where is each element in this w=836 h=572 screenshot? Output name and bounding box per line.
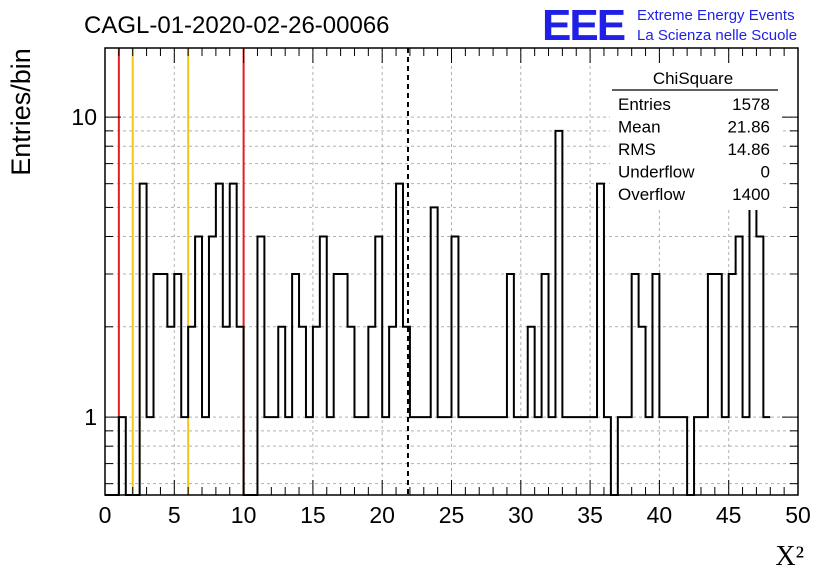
histogram-line [105,129,771,496]
stats-label: RMS [618,140,656,159]
stats-box: ChiSquare Entries 1578 Mean 21.86 RMS 14.86 Un… [610,66,782,210]
reference-lines [117,48,409,495]
chart-title: CAGL-01-2020-02-26-00066 [84,12,390,39]
histogram-series [105,129,771,496]
x-tick-label: 25 [439,502,465,528]
stats-value: 1578 [732,95,770,114]
x-axis-label: X² [775,541,804,572]
stats-box-title: ChiSquare [653,69,733,88]
stats-value: 0 [761,163,770,182]
x-tick-label: 15 [300,502,326,528]
stats-label: Entries [618,95,671,114]
x-tick-label: 45 [716,502,742,528]
y-tick-label: 10 [71,104,97,130]
x-tick-label: 40 [647,502,673,528]
stats-value: 1400 [732,185,770,204]
axis-ticks: 1 10 0 5 10 15 20 25 30 35 40 45 50 [71,48,811,528]
x-tick-label: 35 [577,502,603,528]
x-tick-label: 20 [369,502,395,528]
logo-mark: EEE [542,1,625,50]
x-tick-label: 10 [231,502,257,528]
x-tick-label: 5 [168,502,181,528]
x-tick-label: 0 [99,502,112,528]
y-axis-label: Entries/bin [6,48,36,176]
stats-label: Mean [618,118,661,137]
logo-line-2: La Scienza nelle Scuole [637,27,797,44]
y-tick-label: 1 [84,404,97,430]
stats-value: 21.86 [727,118,770,137]
x-tick-label: 30 [508,502,534,528]
stats-label: Underflow [618,163,695,182]
eee-logo: EEE Extreme Energy Events La Scienza nel… [542,1,797,50]
stats-value: 14.86 [727,140,770,159]
stats-rows: Entries 1578 Mean 21.86 RMS 14.86 Underflow 0 Ov… [618,95,770,204]
x-tick-label: 50 [785,502,811,528]
stats-label: Overflow [618,185,686,204]
logo-line-1: Extreme Energy Events [637,7,795,24]
